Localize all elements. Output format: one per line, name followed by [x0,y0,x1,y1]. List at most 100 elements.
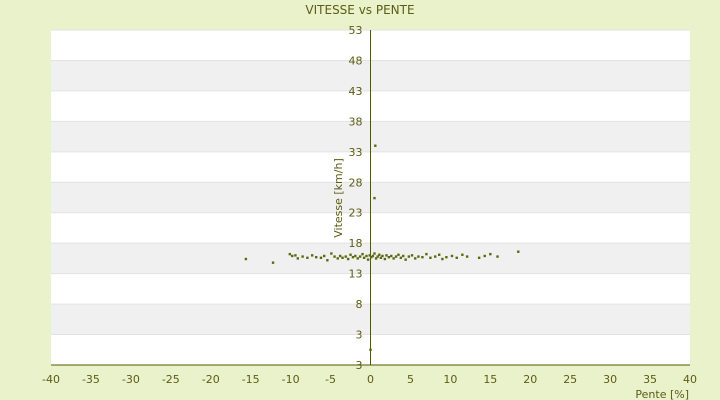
data-point [362,256,366,259]
data-point [385,254,388,257]
data-point [390,254,393,258]
data-point [394,255,398,258]
data-point [361,252,364,256]
x-tick-label: -5 [325,373,336,386]
data-point [358,255,362,258]
data-point [338,254,342,258]
x-tick-label: 30 [603,373,617,386]
data-point [336,257,339,260]
data-point [346,257,350,261]
x-tick-label: 25 [563,373,577,386]
data-point [374,257,378,260]
data-point [465,255,469,258]
y-tick-label: 8 [356,298,363,311]
data-point [333,255,336,258]
x-tick-label: -35 [82,373,100,386]
x-tick-label: 20 [523,373,537,386]
x-tick-label: -10 [282,373,300,386]
y-tick-label: 3 [356,329,363,342]
y-axis-label: Vitesse [km/h] [332,158,345,238]
data-point [370,255,373,259]
data-point [310,254,314,257]
data-point [330,252,333,255]
x-tick-label: -25 [162,373,180,386]
data-point [496,255,499,258]
x-tick-label: 15 [483,373,497,386]
y-tick-label: 13 [349,268,363,281]
data-point [291,254,294,258]
data-point [306,256,309,259]
y-tick-label: 43 [349,85,363,98]
chart-title: VITESSE vs PENTE [305,3,414,17]
data-points [244,144,520,351]
data-point [314,255,318,259]
y-tick-label: 18 [349,237,363,250]
data-point [288,252,292,256]
y-tick-label: 38 [349,115,363,128]
tick-labels: -40 -35 -30 -25 -20 -15 -10 -5 0 5 10 15 20 25 30 35 40 5… [42,24,697,386]
data-point [376,255,379,258]
axes [51,30,690,366]
data-point [366,258,370,261]
data-point [397,253,400,256]
y-tick-label: 53 [349,24,363,37]
data-point [379,256,383,259]
y-tick-label: 33 [349,146,363,159]
data-point [421,255,424,259]
x-tick-label: -30 [122,373,140,386]
data-point [244,257,248,261]
data-point [410,254,414,257]
data-point [326,259,329,262]
data-point [356,257,359,260]
data-point [437,253,441,256]
data-point [399,256,403,259]
x-tick-label: 0 [367,373,374,386]
data-point [371,254,375,258]
y-tick-label: 23 [349,207,363,220]
data-point [349,253,352,256]
data-point [402,254,405,258]
data-point [483,254,486,258]
data-point [271,261,275,264]
data-point [351,255,355,259]
data-point [425,252,428,256]
x-tick-label: -40 [42,373,60,386]
data-point [301,255,304,258]
x-tick-label: 35 [643,373,657,386]
data-point [369,348,372,351]
data-point [373,196,376,200]
data-point [344,255,347,258]
data-point [517,250,520,253]
data-point [441,257,444,261]
data-point [433,255,437,258]
data-point [374,144,377,147]
data-point [461,253,464,256]
data-point [455,256,458,259]
x-axis-label: Pente [%] [635,388,689,400]
data-point [429,256,432,259]
data-point [365,254,368,258]
x-tick-label: -20 [202,373,220,386]
x-tick-label: 40 [683,373,697,386]
data-point [392,257,395,260]
x-tick-label: 10 [443,373,457,386]
data-point [489,252,492,256]
data-point [319,256,323,259]
data-point [383,257,387,261]
x-tick-label: 5 [407,373,414,386]
y-tick-label: 3 [356,359,363,372]
x-tick-label: -15 [242,373,260,386]
data-point [322,254,326,258]
y-tick-label: 28 [349,176,363,189]
data-point [294,254,297,257]
data-point [445,255,448,259]
data-point [354,254,357,258]
data-point [368,254,371,257]
data-point [387,255,391,259]
data-point [373,252,376,255]
data-point [296,257,300,260]
data-point [404,258,407,261]
data-point [414,257,417,260]
